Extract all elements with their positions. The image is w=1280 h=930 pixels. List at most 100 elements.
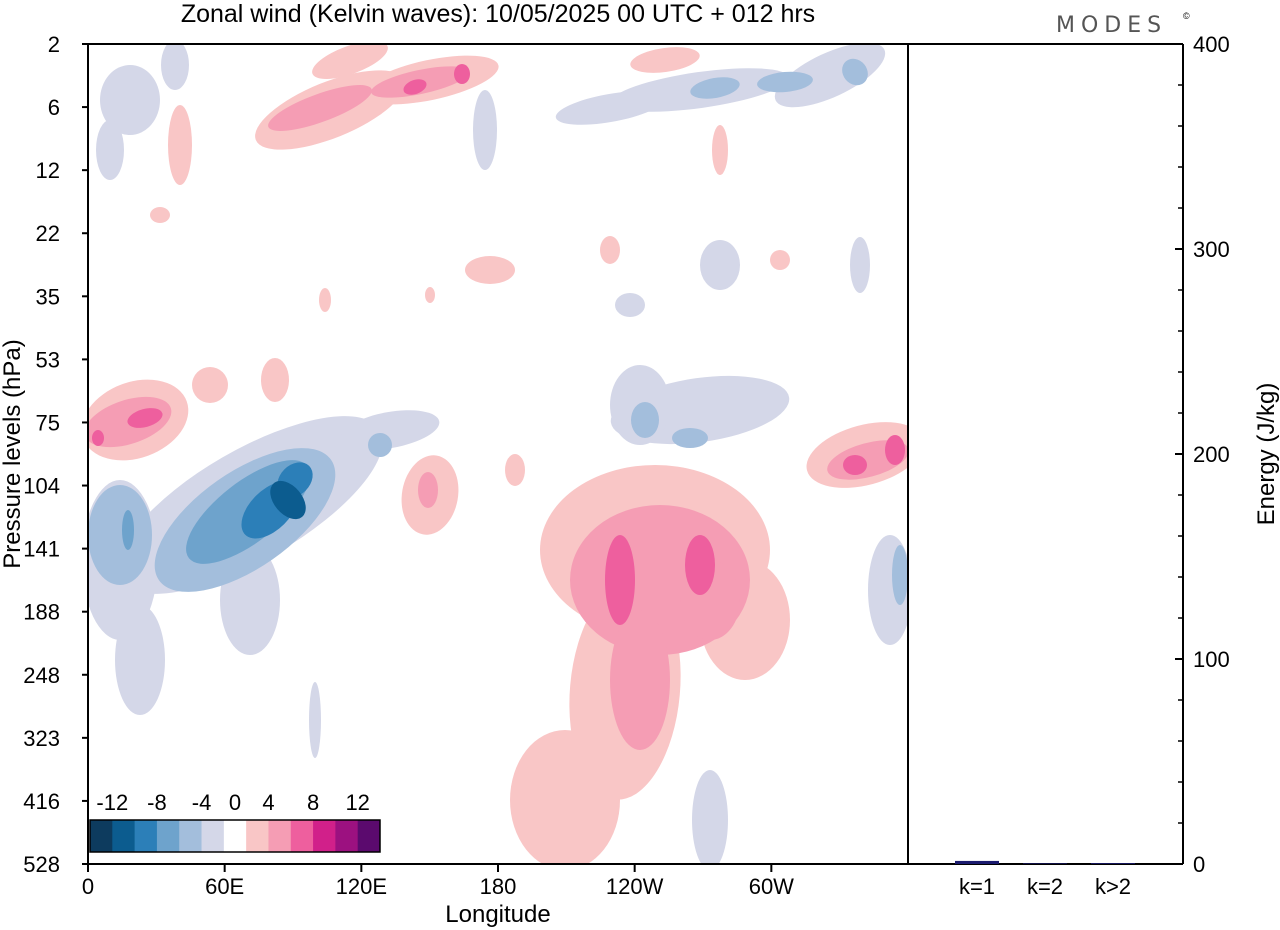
colorbar-swatch (268, 820, 292, 852)
y-tick-label: 35 (36, 284, 60, 309)
colorbar-label: -8 (147, 790, 167, 815)
y-tick-label: 12 (36, 158, 60, 183)
energy-axis-ticks: 0 100 200 300 400 (1175, 32, 1230, 877)
wind-contour-field (88, 44, 908, 864)
colorbar-swatch (201, 820, 225, 852)
contour-region (161, 44, 189, 90)
longitude-axis: 0 60E 120E 180 120W 60W (82, 864, 794, 899)
colorbar-swatch (313, 820, 336, 852)
contour-region (892, 545, 908, 605)
colorbar-swatch (223, 820, 247, 852)
energy-bars (955, 860, 1135, 864)
modes-logo: MODES © (1056, 11, 1190, 38)
contour-region (885, 435, 905, 465)
wavenumber-axis: k=1 k=2 k>2 (959, 874, 1131, 899)
colorbar-label: -4 (192, 790, 212, 815)
contour-region (770, 250, 790, 270)
contour-region (418, 472, 438, 508)
contour-region (510, 730, 620, 864)
contour-region (127, 408, 163, 428)
contour-region (454, 64, 470, 84)
energy-bar (955, 860, 999, 864)
contour-region (505, 454, 525, 486)
y-tick-label: 188 (23, 600, 60, 625)
brand-mark: © (1183, 11, 1190, 21)
energy-tick-label: 100 (1193, 647, 1230, 672)
contour-region (115, 605, 165, 715)
x-tick-label: 180 (480, 874, 517, 899)
y-tick-label: 323 (23, 726, 60, 751)
energy-bar (1023, 863, 1067, 864)
colorbar-label: 8 (307, 790, 319, 815)
contour-region (605, 535, 635, 625)
colorbar-swatch (134, 820, 158, 852)
y-tick-label: 104 (23, 474, 60, 499)
contour-region (92, 430, 104, 446)
colorbar-label: 4 (262, 790, 274, 815)
wavenumber-label: k=1 (959, 874, 995, 899)
contour-region (150, 207, 170, 223)
colorbar: -12 -8 -4 0 4 8 12 (89, 790, 381, 853)
y-tick-label: 53 (36, 347, 60, 372)
x-tick-label: 0 (82, 874, 94, 899)
x-tick-label: 120W (606, 874, 664, 899)
contour-region (465, 256, 515, 284)
contour-region (192, 367, 228, 403)
contour-region (692, 770, 728, 864)
colorbar-swatch (156, 820, 180, 852)
contour-region (631, 402, 659, 438)
contour-region (319, 288, 331, 312)
colorbar-swatch (112, 820, 136, 852)
y-tick-label: 6 (48, 95, 60, 120)
energy-tick-label: 200 (1193, 442, 1230, 467)
wavenumber-label: k>2 (1095, 874, 1131, 899)
contour-region (774, 44, 886, 108)
colorbar-label: 0 (229, 790, 241, 815)
pressure-axis: 2 6 12 22 35 53 75 104 141 188 248 323 416 528 (23, 32, 88, 877)
contour-region (850, 237, 870, 293)
contour-region (368, 433, 392, 457)
colorbar-frame (89, 819, 381, 853)
contour-region (700, 240, 740, 290)
energy-tick-label: 300 (1193, 237, 1230, 262)
contour-region (690, 77, 740, 99)
y-tick-label: 75 (36, 410, 60, 435)
contour-region (842, 58, 868, 86)
contour-region (270, 480, 306, 520)
contour-region (712, 125, 728, 175)
y-tick-label: 416 (23, 789, 60, 814)
heatmap-frame (87, 43, 909, 865)
contour-region (88, 485, 152, 585)
y-tick-label: 248 (23, 663, 60, 688)
y-tick-label: 22 (36, 221, 60, 246)
contour-region (610, 610, 670, 750)
x-axis-title: Longitude (445, 901, 550, 928)
chart-title: Zonal wind (Kelvin waves): 10/05/2025 00… (181, 0, 815, 28)
wavenumber-label: k=2 (1027, 874, 1063, 899)
energy-axis-title: Energy (J/kg) (1253, 383, 1280, 526)
energy-bar (1091, 863, 1135, 864)
y-tick-label: 528 (23, 852, 60, 877)
contour-region (340, 410, 440, 450)
x-tick-label: 120E (336, 874, 387, 899)
colorbar-label: -12 (96, 790, 128, 815)
contour-region (630, 47, 700, 73)
colorbar-swatch (290, 820, 314, 852)
contour-region (312, 44, 388, 79)
contour-region (843, 455, 867, 475)
brand-logo: MODES (1056, 13, 1167, 38)
contour-region (757, 71, 813, 93)
colorbar-swatch (246, 820, 269, 852)
colorbar-swatch (179, 820, 203, 852)
y-tick-label: 141 (23, 537, 60, 562)
contour-region (615, 293, 645, 317)
colorbar-swatch (90, 820, 113, 852)
contour-region (122, 510, 134, 550)
energy-tick-label: 400 (1193, 32, 1230, 57)
contour-region (309, 682, 321, 758)
contour-region (672, 428, 708, 448)
contour-region (425, 287, 435, 303)
contour-region (685, 535, 715, 595)
contour-region (473, 90, 497, 170)
